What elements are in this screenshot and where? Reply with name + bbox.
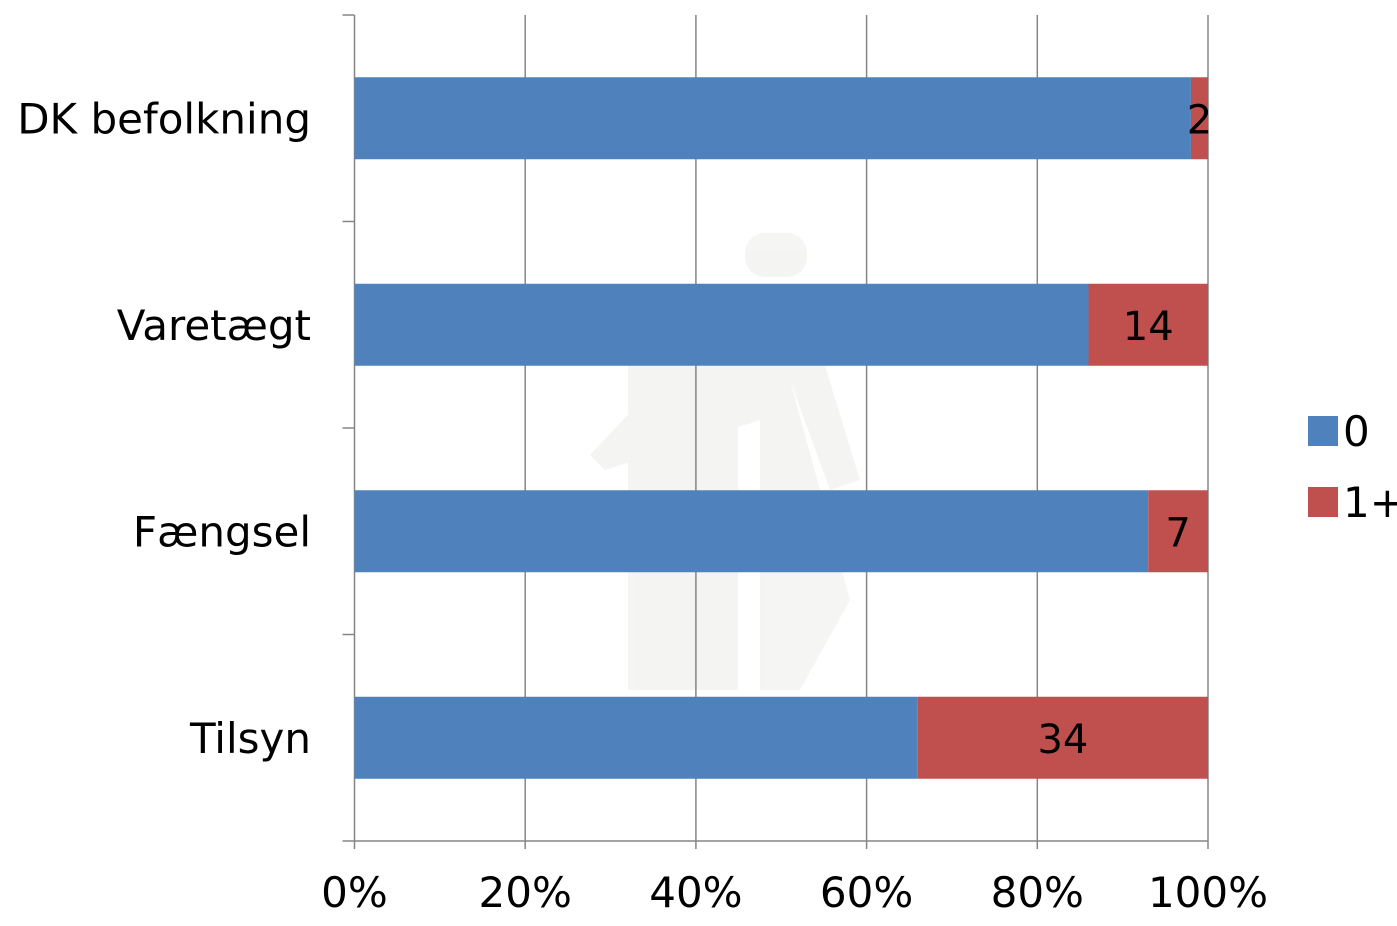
category-label: Varetægt [117,301,311,350]
legend-swatch [1308,487,1338,517]
legend-label: 1+ [1343,478,1397,527]
data-label: 14 [1123,304,1174,350]
category-label: Fængsel [133,507,311,556]
bar-series-1plus [1088,283,1208,366]
category-label: DK befolkning [17,94,311,143]
bars [354,77,1208,779]
x-tick-label: 0% [321,868,388,917]
x-tick-label: 80% [991,868,1084,917]
data-label: 7 [1165,510,1190,556]
x-tick-label: 100% [1148,868,1268,917]
x-tick-label: 20% [479,868,572,917]
legend: 01+ [1308,407,1397,527]
category-label: Tilsyn [189,714,311,763]
data-label: 2 [1187,97,1212,143]
bar-series-0 [354,490,1149,573]
labels: 0% 20% 40% 60% 80% 100% DK befolkning 2 Varetægt… [17,94,1268,917]
bar-series-1plus [1190,77,1208,160]
legend-label: 0 [1343,407,1370,456]
x-tick-label: 40% [649,868,742,917]
bar-series-1plus [1148,490,1208,573]
data-label: 34 [1037,717,1088,763]
x-tick-label: 60% [820,868,913,917]
bar-series-1plus [917,696,1208,779]
bar-series-0 [354,283,1089,366]
bar-series-0 [354,696,918,779]
legend-swatch [1308,416,1338,446]
bar-series-0 [354,77,1191,160]
